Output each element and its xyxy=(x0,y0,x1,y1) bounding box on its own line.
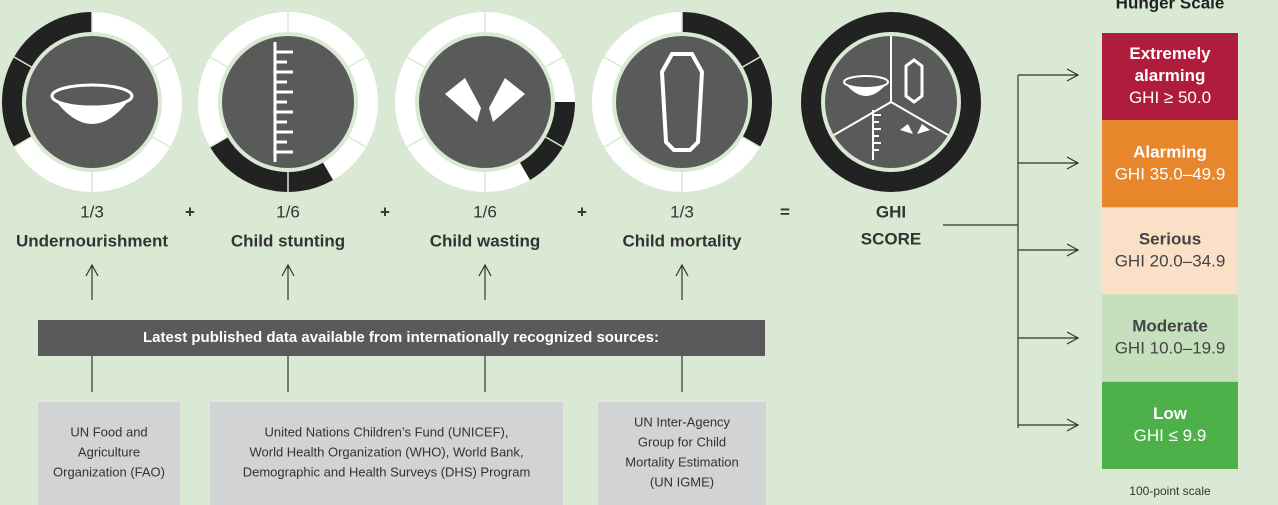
weight: 1/6 xyxy=(473,202,497,221)
coffin-icon xyxy=(659,52,705,152)
level-range: GHI 35.0–49.9 xyxy=(1115,164,1226,183)
ring-divider xyxy=(405,135,426,149)
source-box xyxy=(210,402,563,505)
operator: + xyxy=(577,202,587,221)
source-text: UN Inter-Agency xyxy=(634,414,731,429)
source-box xyxy=(38,402,180,505)
ring-divider xyxy=(12,135,33,149)
scale-footer: 100-point scale xyxy=(1129,484,1211,498)
ring-divider xyxy=(347,55,368,69)
component-label: Child wasting xyxy=(430,231,541,250)
ring-divider xyxy=(347,135,368,149)
source-text: Group for Child xyxy=(638,434,726,449)
level-name: Alarming xyxy=(1133,142,1207,161)
ring-divider xyxy=(151,135,172,149)
icon-bg xyxy=(419,36,551,168)
ring-divider xyxy=(741,135,762,149)
ring-divider xyxy=(602,55,623,69)
bowl-rim xyxy=(50,83,134,109)
ghi-circle xyxy=(801,12,981,192)
scale-title: Hunger Scale xyxy=(1116,0,1225,12)
ring-divider xyxy=(405,55,426,69)
operator: = xyxy=(780,202,790,221)
ring-divider xyxy=(602,135,623,149)
source-box xyxy=(598,402,766,505)
component-label: Child stunting xyxy=(231,231,345,250)
level-name: Serious xyxy=(1139,229,1201,248)
ring-divider xyxy=(741,55,762,69)
weight: 1/3 xyxy=(670,202,694,221)
source-text: Mortality Estimation xyxy=(625,454,738,469)
weight: 1/6 xyxy=(276,202,300,221)
level-range: GHI ≥ 50.0 xyxy=(1129,88,1211,107)
ring-divider xyxy=(208,55,229,69)
operator: + xyxy=(380,202,390,221)
level-name: Low xyxy=(1153,404,1188,423)
ring-divider xyxy=(12,55,33,69)
level-name: alarming xyxy=(1135,66,1206,85)
ring-divider xyxy=(544,55,565,69)
operator: + xyxy=(185,202,195,221)
level-range: GHI ≤ 9.9 xyxy=(1134,426,1207,445)
source-text: (UN IGME) xyxy=(650,474,714,489)
source-text: Agriculture xyxy=(78,444,140,459)
level-name: Extremely xyxy=(1129,44,1211,63)
level-range: GHI 10.0–19.9 xyxy=(1115,339,1226,358)
source-text: Organization (FAO) xyxy=(53,464,165,479)
source-text: World Health Organization (WHO), World B… xyxy=(249,444,523,459)
ghi-line2: SCORE xyxy=(861,229,921,248)
icon-bg xyxy=(616,36,748,168)
icon-bg xyxy=(222,36,354,168)
banner-text: Latest published data available from int… xyxy=(143,329,659,346)
source-text: UN Food and xyxy=(70,424,147,439)
scale-level xyxy=(1102,294,1238,382)
scale-level xyxy=(1102,33,1238,121)
level-name: Moderate xyxy=(1132,317,1208,336)
banner xyxy=(38,320,765,356)
scale-icon xyxy=(445,78,525,122)
scale-level xyxy=(1102,120,1238,208)
component-label: Child mortality xyxy=(622,231,742,250)
scale-level xyxy=(1102,381,1238,469)
ring-divider xyxy=(151,55,172,69)
ring-arc xyxy=(210,136,333,192)
ring-divider xyxy=(208,135,229,149)
source-text: Demographic and Health Surveys (DHS) Pro… xyxy=(243,464,531,479)
scale-level xyxy=(1102,207,1238,295)
component-label: Undernourishment xyxy=(16,231,168,250)
weight: 1/3 xyxy=(80,202,104,221)
level-range: GHI 20.0–34.9 xyxy=(1115,251,1226,270)
ghi-line1: GHI xyxy=(876,202,906,221)
connectors xyxy=(943,68,1080,432)
source-text: United Nations Children’s Fund (UNICEF), xyxy=(265,424,509,439)
ring-divider xyxy=(544,135,565,149)
